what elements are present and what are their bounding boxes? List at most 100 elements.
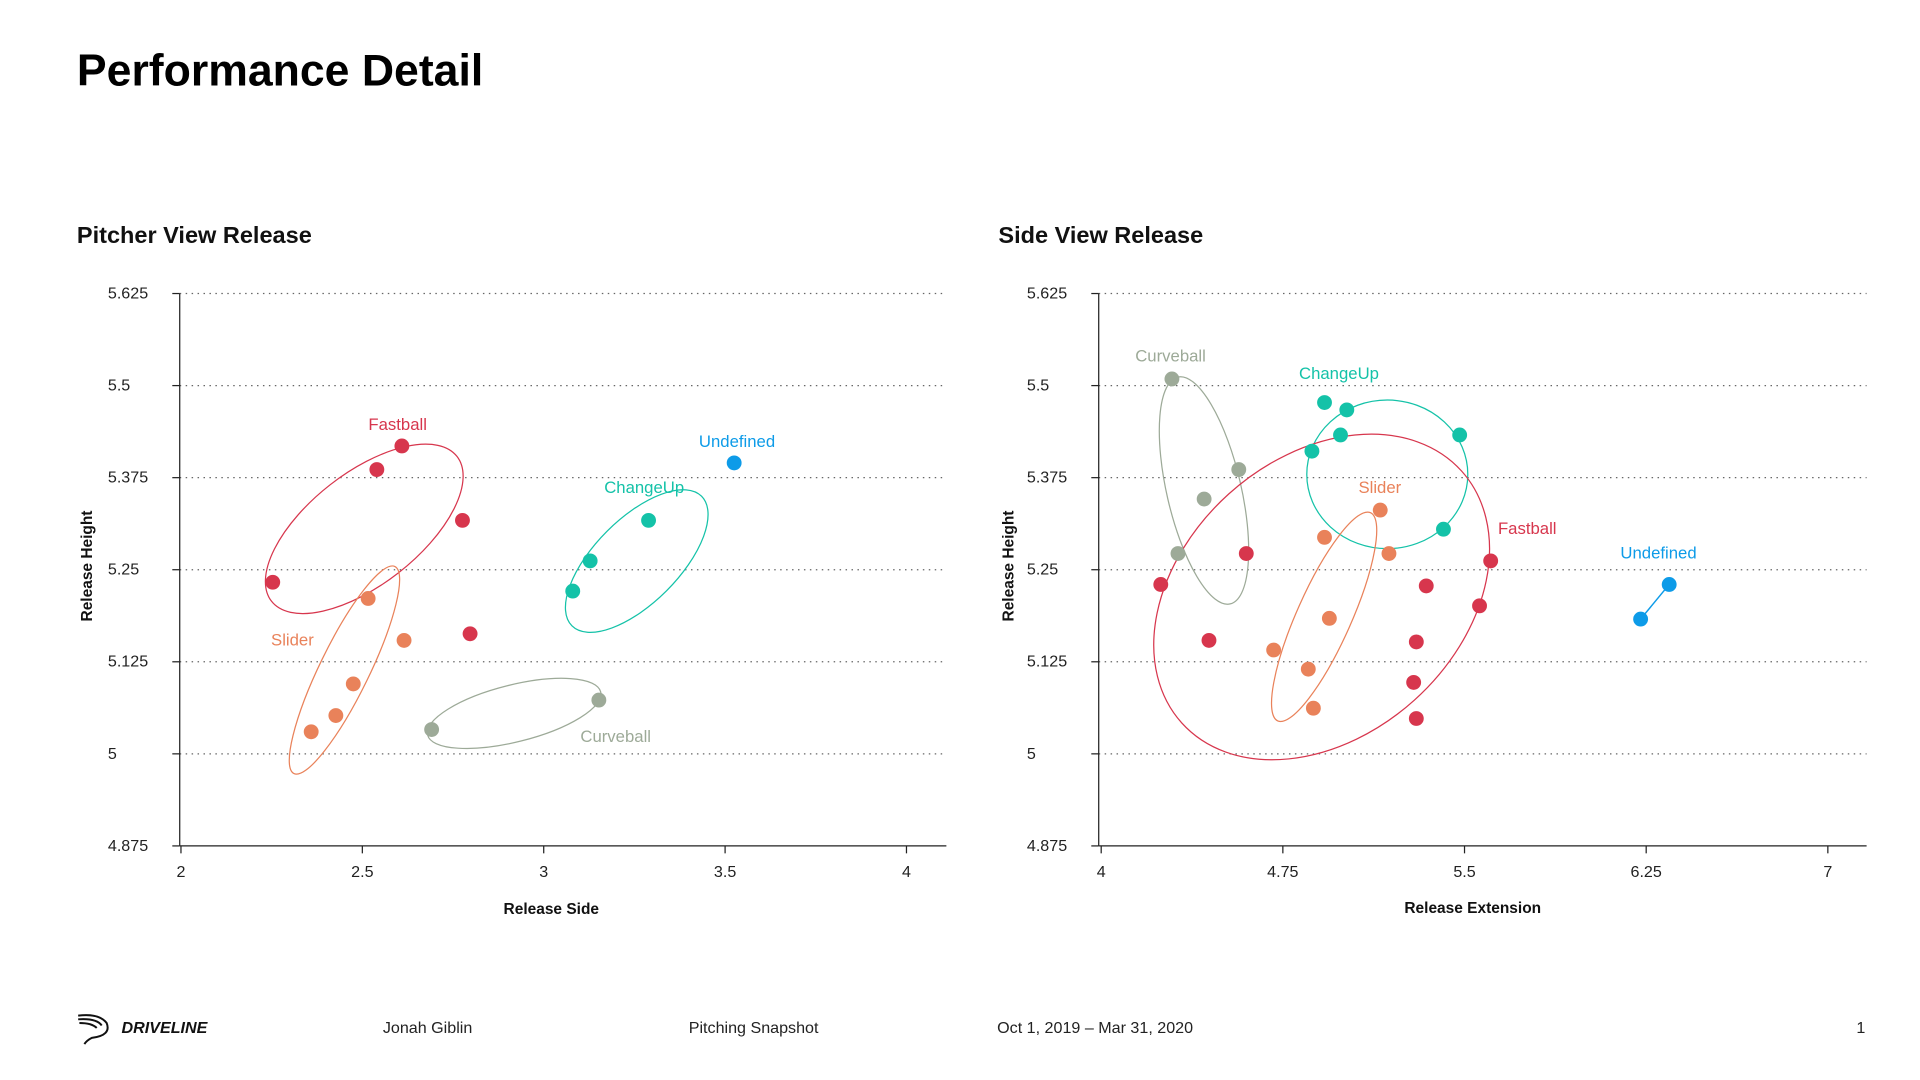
fastball-point [265,574,281,590]
curveball-label: Curveball [1135,347,1206,366]
changeup-point [582,553,598,569]
x-tick-label: 2.5 [351,863,373,881]
fastball-point [1238,546,1254,561]
x-axis-label: Release Extension [1404,900,1541,917]
y-tick-label: 5.625 [108,284,148,302]
changeup-point [641,512,656,528]
x-tick-label: 2 [176,863,185,881]
undefined-connector-line [1640,583,1670,620]
fastball-cluster-ellipse [264,443,464,615]
slider-cluster-ellipse [288,565,401,775]
fastball-point [369,462,385,477]
changeup-cluster-ellipse [564,489,709,633]
date-range: Oct 1, 2019 – Mar 31, 2020 [997,1019,1193,1037]
side-view-release-chart: Side View Release Release Extension Rele… [998,222,1867,917]
chart-title: Side View Release [998,222,1203,248]
y-tick-label: 5.5 [1027,377,1049,395]
fastball-point [1408,634,1424,650]
y-tick-label: 5.125 [1027,653,1067,671]
curveball-label: Curveball [580,727,651,746]
slider-point [345,676,361,692]
curveball-point [424,722,440,737]
changeup-point [1339,402,1355,418]
changeup-label: ChangeUp [604,478,684,497]
x-tick-label: 4 [902,863,911,881]
chart-title: Pitcher View Release [77,222,312,248]
y-tick-label: 5.625 [1027,284,1067,302]
x-tick-label: 5.5 [1453,863,1475,881]
x-tick-label: 4.75 [1267,863,1298,881]
slider-point [1372,502,1388,518]
slider-point [1381,546,1397,561]
y-tick-label: 4.875 [1027,837,1067,855]
footer: DRIVELINE Jonah Giblin Pitching Snapshot… [78,1014,1865,1045]
slider-label: Slider [271,630,314,649]
undefined-point [726,455,742,471]
curveball-point [1164,371,1180,387]
y-tick-label: 5.5 [108,377,130,395]
report-name: Pitching Snapshot [689,1019,819,1037]
changeup-point [565,583,581,599]
y-tick-label: 5.375 [1027,469,1067,487]
fastball-point [1408,711,1424,726]
y-tick-label: 5 [1027,745,1036,763]
x-axis-label: Release Side [504,901,600,918]
fastball-point [1201,632,1217,648]
y-tick-label: 5.125 [108,653,148,671]
slider-point [360,591,376,606]
y-tick-label: 5.375 [108,469,148,487]
changeup-point [1452,427,1468,443]
changeup-point [1317,395,1332,410]
changeup-point [1436,521,1451,537]
logo-text: DRIVELINE [122,1019,209,1037]
curveball-point [1196,491,1212,507]
curveball-point [591,692,607,708]
slider-point [328,708,344,723]
undefined-label: Undefined [1620,544,1696,563]
fastball-point [455,512,470,528]
fastball-point [1472,598,1487,614]
changeup-point [1333,427,1348,443]
slider-point [396,632,412,648]
changeup-label: ChangeUp [1299,364,1379,383]
undefined-point [1661,577,1677,592]
y-tick-label: 5 [108,745,117,763]
curveball-cluster-ellipse [426,677,602,750]
curveball-cluster-ellipse [1158,376,1250,605]
slider-label: Slider [1358,478,1401,497]
page-number: 1 [1856,1019,1865,1037]
slider-point [1317,529,1332,545]
x-tick-label: 4 [1097,863,1106,881]
x-tick-label: 3 [539,863,548,881]
y-tick-label: 5.25 [108,561,139,579]
y-tick-label: 4.875 [108,837,148,855]
player-name: Jonah Giblin [383,1019,472,1037]
fastball-point [1406,674,1422,690]
fastball-point [462,626,478,642]
page-title: Performance Detail [77,46,483,95]
x-tick-label: 3.5 [714,863,736,881]
x-tick-label: 6.25 [1631,863,1662,881]
slider-cluster-ellipse [1270,511,1378,723]
fastball-point [1483,553,1499,569]
pitcher-view-release-chart: Pitcher View Release Release Side Releas… [77,222,947,918]
changeup-point [1304,443,1320,459]
slider-point [1266,642,1282,658]
fastball-point [1153,577,1169,592]
fastball-point [1418,578,1434,594]
fastball-cluster-ellipse [1153,433,1491,761]
slider-point [1300,661,1316,677]
slider-point [1321,610,1337,626]
driveline-logo-icon [78,1014,109,1045]
y-tick-label: 5.25 [1027,561,1058,579]
y-axis-label: Release Height [1000,511,1017,622]
y-axis-label: Release Height [79,511,96,622]
fastball-label: Fastball [368,415,427,434]
slider-point [303,724,319,740]
curveball-point [1231,462,1247,477]
fastball-point [394,438,410,454]
x-tick-label: 7 [1823,863,1832,881]
undefined-label: Undefined [699,432,775,451]
curveball-point [1170,546,1186,561]
